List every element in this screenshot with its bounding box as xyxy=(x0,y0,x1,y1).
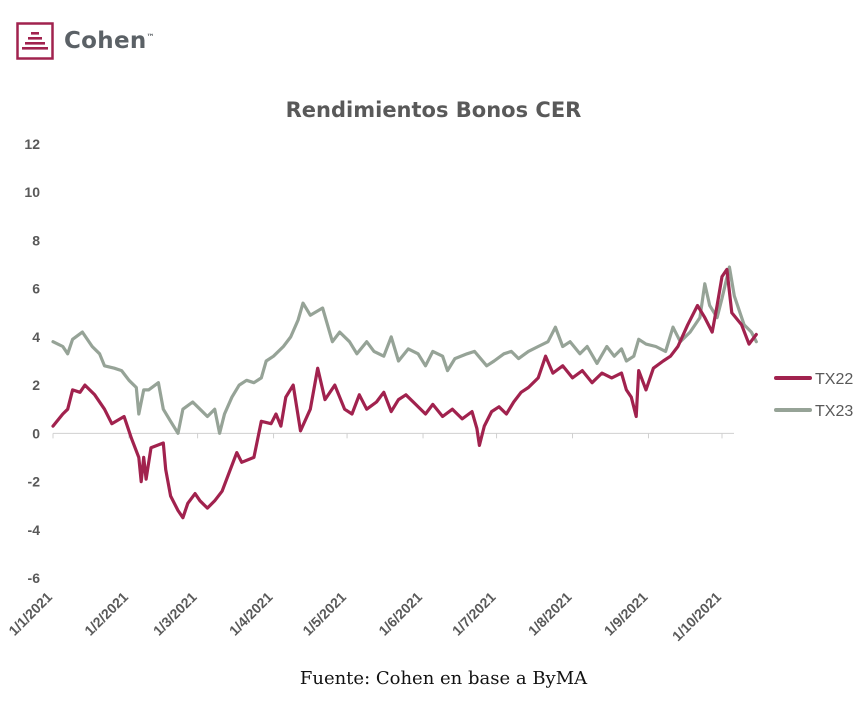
legend-label-tx22: TX22 xyxy=(815,371,853,388)
x-tick-label: 1/6/2021 xyxy=(375,589,425,639)
x-tick-label: 1/1/2021 xyxy=(5,589,55,639)
legend-label-tx23: TX23 xyxy=(815,403,853,420)
y-tick-label: 6 xyxy=(32,281,40,297)
y-tick-label: 8 xyxy=(32,232,40,248)
series-line-tx23 xyxy=(51,265,758,435)
y-tick-label: -6 xyxy=(28,570,41,586)
x-tick-label: 1/9/2021 xyxy=(601,589,651,639)
x-tick-label: 1/2/2021 xyxy=(81,589,131,639)
y-tick-label: 4 xyxy=(32,329,40,345)
chart-title: Rendimientos Bonos CER xyxy=(285,98,582,122)
brand-trademark: ™ xyxy=(146,32,155,42)
y-tick-label: -4 xyxy=(28,522,41,538)
x-tick-label: 1/7/2021 xyxy=(449,589,499,639)
source-note: Fuente: Cohen en base a ByMA xyxy=(299,668,588,689)
x-tick-label: 1/8/2021 xyxy=(525,589,575,639)
logo-mark-icon xyxy=(16,22,54,60)
y-tick-label: 0 xyxy=(32,425,40,441)
x-tick-label: 1/4/2021 xyxy=(226,589,276,639)
y-tick-label: 2 xyxy=(32,377,40,393)
brand-name: Cohen™ xyxy=(64,28,155,54)
y-tick-label: 12 xyxy=(24,136,40,152)
y-tick-label: 10 xyxy=(24,184,40,200)
x-tick-label: 1/10/2021 xyxy=(669,589,725,645)
x-tick-label: 1/3/2021 xyxy=(150,589,200,639)
brand-logo: Cohen™ xyxy=(16,22,155,60)
series-line-tx22 xyxy=(51,267,758,520)
x-tick-label: 1/5/2021 xyxy=(299,589,349,639)
y-tick-label: -2 xyxy=(28,474,41,490)
